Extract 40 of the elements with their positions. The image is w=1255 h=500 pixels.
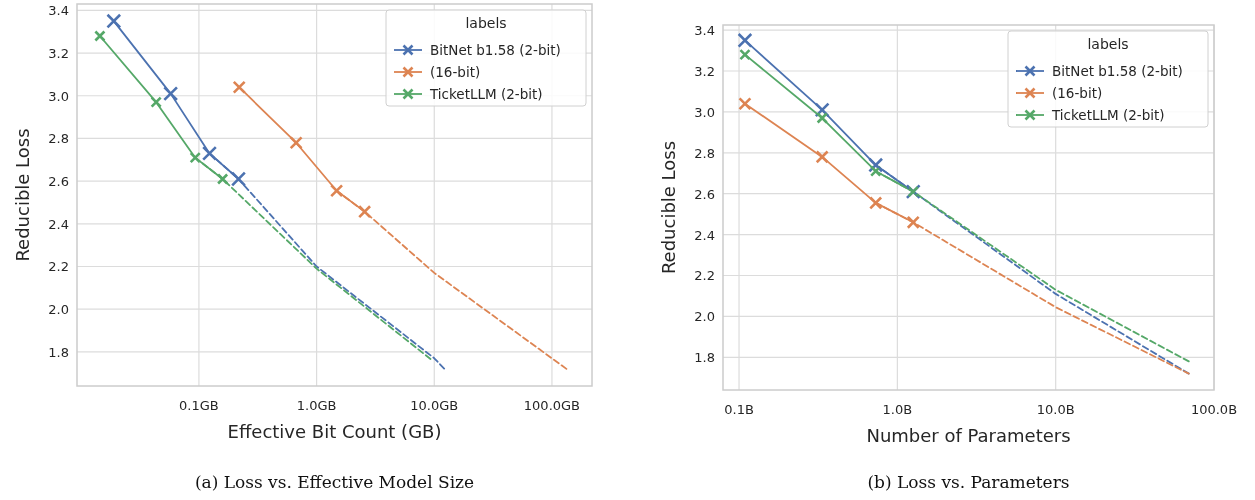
y-tick-label: 2.0 xyxy=(694,309,715,325)
x-tick-label: 0.1GB xyxy=(179,398,219,413)
legend-title: labels xyxy=(1087,36,1129,52)
legend-label: TicketLLM (2-bit) xyxy=(429,86,543,102)
y-tick-label: 1.8 xyxy=(48,344,69,360)
y-tick-label: 3.2 xyxy=(694,64,715,80)
y-tick-label: 2.8 xyxy=(694,145,715,161)
y-tick-label: 3.2 xyxy=(48,46,69,62)
x-tick-label: 100.0B xyxy=(1190,402,1238,417)
y-tick-label: 2.4 xyxy=(48,216,69,232)
y-tick-label: 3.4 xyxy=(48,3,69,19)
y-axis-title: Reducible Loss xyxy=(658,140,679,275)
legend-label: (16-bit) xyxy=(430,64,481,80)
legend-label: BitNet b1.58 (2-bit) xyxy=(1052,63,1183,79)
y-tick-label: 3.4 xyxy=(694,23,715,39)
x-axis-title: Number of Parameters xyxy=(866,425,1071,446)
legend-label: TicketLLM (2-bit) xyxy=(1051,107,1165,123)
y-tick-label: 2.6 xyxy=(694,186,715,202)
y-tick-label: 1.8 xyxy=(694,350,715,366)
y-tick-label: 2.0 xyxy=(48,302,69,318)
x-tick-label: 10.0B xyxy=(1036,402,1075,417)
y-tick-label: 2.4 xyxy=(694,227,715,243)
y-tick-label: 3.0 xyxy=(48,88,69,104)
legend-label: BitNet b1.58 (2-bit) xyxy=(430,42,561,58)
y-tick-label: 2.2 xyxy=(694,268,715,284)
text: (b) Loss vs. Parameters xyxy=(867,472,1070,492)
x-tick-label: 1.0B xyxy=(882,402,913,417)
legend-title: labels xyxy=(465,15,507,31)
x-tick-label: 0.1B xyxy=(724,402,754,417)
x-tick-label: 1.0GB xyxy=(296,398,337,413)
x-tick-label: 10.0GB xyxy=(410,398,459,413)
legend-label: (16-bit) xyxy=(1052,85,1103,101)
y-tick-label: 3.0 xyxy=(694,104,715,120)
y-tick-label: 2.2 xyxy=(48,259,69,275)
x-tick-label: 100.0GB xyxy=(523,398,581,413)
text: (a) Loss vs. Effective Model Size xyxy=(194,472,475,492)
x-axis-title: Effective Bit Count (GB) xyxy=(227,421,442,442)
y-tick-label: 2.8 xyxy=(48,131,69,147)
y-tick-label: 2.6 xyxy=(48,174,69,190)
y-axis-title: Reducible Loss xyxy=(12,128,33,262)
